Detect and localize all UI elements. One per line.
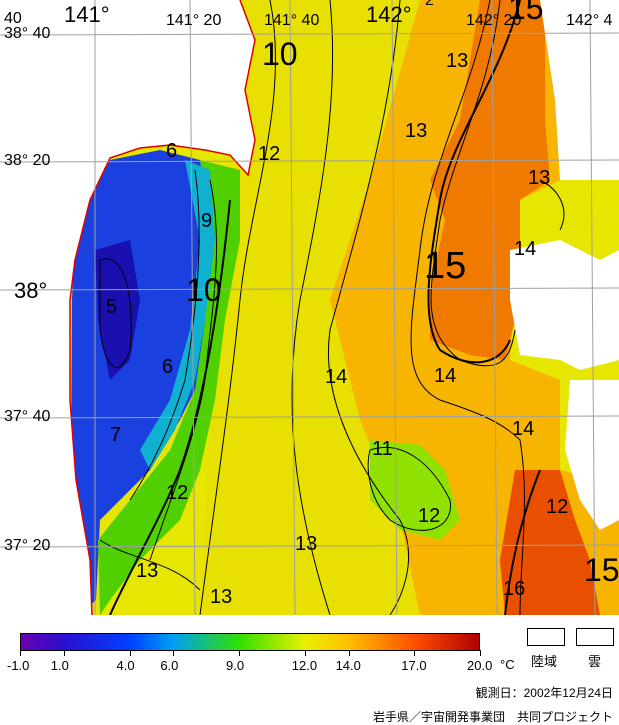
red-patch-east xyxy=(500,470,600,615)
sea-surface-temperature-map xyxy=(0,0,619,615)
contour-label: 5 xyxy=(106,296,118,318)
colorbar-tick-mark xyxy=(304,650,306,656)
contour-label: 12 xyxy=(546,496,569,518)
contour-label: 10 xyxy=(186,272,222,308)
lon-label-142-20: 142° 20 xyxy=(466,12,522,29)
contour-label: 10 xyxy=(262,36,298,72)
colorbar-tick-mark xyxy=(63,650,65,656)
contour-label: 6 xyxy=(162,356,174,378)
top-partial-label: 2 xyxy=(425,0,434,9)
contour-label: 15 xyxy=(508,0,544,26)
green-eddy xyxy=(370,440,460,540)
graticule xyxy=(0,0,619,615)
colorbar-tick-label: 6.0 xyxy=(160,658,179,673)
lon-label-142: 142° xyxy=(366,2,412,27)
temperature-colorbar xyxy=(20,633,480,651)
colorbar-tick-label: 14.0 xyxy=(335,658,361,673)
contour-label: 13 xyxy=(295,533,318,555)
contour-label: 6 xyxy=(166,140,178,162)
lon-label-141-40: 141° 40 xyxy=(264,12,320,29)
contour-label: 7 xyxy=(110,424,122,446)
colorbar-tick-mark xyxy=(173,650,175,656)
lat-label-38-20: 38° 20 xyxy=(4,152,51,169)
credit-line: 岩手県／宇宙開発事業団 共同プロジェクト xyxy=(372,710,613,724)
colorbar-tick-mark xyxy=(20,650,21,656)
land-honshu xyxy=(0,0,255,615)
contour-label: 13 xyxy=(405,120,428,142)
colorbar-tick-mark xyxy=(239,650,241,656)
corner-label: 40 xyxy=(4,10,22,27)
lat-label-38: 38° xyxy=(14,278,48,303)
colorbar-tick-label: 1.0 xyxy=(50,658,69,673)
observation-date: 観測日：2002年12月24日 xyxy=(475,686,613,700)
colorbar-tick-mark xyxy=(348,650,350,656)
cloud-legend-label: 雲 xyxy=(588,654,602,669)
deep-blue-core xyxy=(95,240,140,380)
lat-label-37-20: 37° 20 xyxy=(4,537,51,554)
colorbar-tick-label: 12.0 xyxy=(291,658,318,673)
contour-label: 14 xyxy=(325,366,348,388)
land-legend-label: 陸域 xyxy=(531,654,558,669)
cyan-front xyxy=(140,160,215,470)
contour-label: 12 xyxy=(418,505,441,527)
contour-label: 11 xyxy=(372,438,393,460)
contour-label: 12 xyxy=(258,143,281,165)
lon-label-142-40: 142° 4 xyxy=(566,12,613,29)
contour-label: 9 xyxy=(201,210,213,232)
bold-isotherms xyxy=(109,0,541,615)
isotherms xyxy=(99,0,565,615)
contour-label: 16 xyxy=(503,578,526,600)
contour-label: 14 xyxy=(512,418,535,440)
lat-label-37-40: 37° 40 xyxy=(4,408,51,425)
land-legend-swatch xyxy=(527,628,565,646)
contour-label: 14 xyxy=(434,365,457,387)
contour-label: 13 xyxy=(446,50,469,72)
coastline xyxy=(69,0,256,615)
contour-label: 15 xyxy=(424,245,467,287)
lon-label-141: 141° xyxy=(64,2,110,27)
contour-label: 15 xyxy=(584,552,619,588)
land-top-right xyxy=(540,0,619,180)
colorbar-tick-mark xyxy=(129,650,131,656)
colorbar-tick-mark xyxy=(414,650,416,656)
contour-label: 13 xyxy=(210,586,233,608)
cloud-legend-swatch xyxy=(576,628,614,646)
colorbar-tick-mark xyxy=(480,650,481,656)
colorbar-tick-label: 4.0 xyxy=(116,658,135,673)
lon-label-141-20: 141° 20 xyxy=(166,12,222,29)
green-front xyxy=(98,160,240,615)
cloud-east xyxy=(565,380,619,530)
contour-label: 13 xyxy=(136,560,159,582)
contour-label: 14 xyxy=(514,238,537,260)
colorbar-tick-label: -1.0 xyxy=(7,658,30,673)
colorbar-unit: °C xyxy=(500,657,515,672)
colorbar-tick-label: 20.0 xyxy=(467,658,493,673)
contour-label: 12 xyxy=(166,482,189,504)
contour-label: 13 xyxy=(528,167,551,189)
colorbar-tick-label: 9.0 xyxy=(226,658,245,673)
lat-label-38-40: 38° 40 xyxy=(4,25,51,42)
colorbar-tick-label: 17.0 xyxy=(401,658,427,673)
warm-band xyxy=(200,0,420,615)
